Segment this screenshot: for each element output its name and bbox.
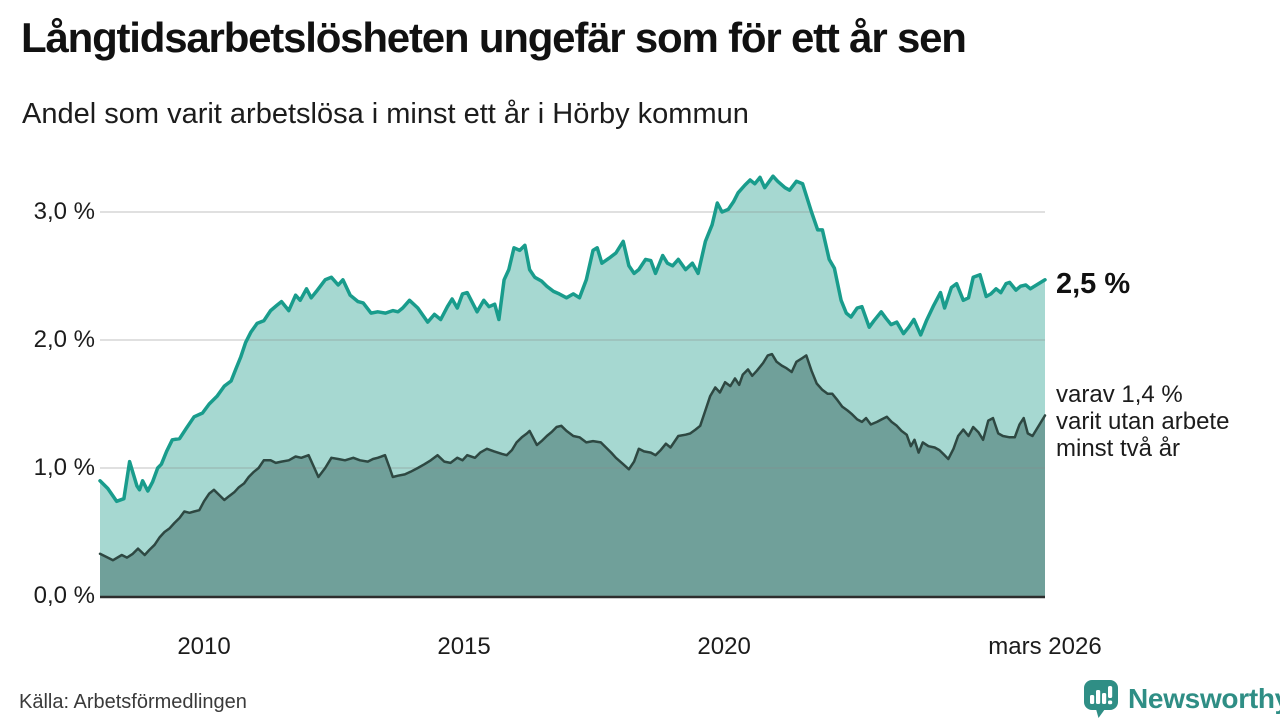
y-axis-label: 0,0 % <box>33 582 95 609</box>
y-axis-label: 3,0 % <box>33 198 95 225</box>
source-note: Källa: Arbetsförmedlingen <box>19 691 247 713</box>
x-axis-label: 2020 <box>697 633 751 660</box>
x-axis-label: 2010 <box>177 633 231 660</box>
series-line-0 <box>98 174 1047 504</box>
newsworthy-logo-icon <box>1084 680 1118 718</box>
annotation-subset-line2: varit utan arbete <box>1056 408 1230 435</box>
newsworthy-logo: Newsworthy <box>1083 678 1280 720</box>
y-axis-label: 1,0 % <box>33 454 95 481</box>
page-title: Långtidsarbetslösheten ungefär som för e… <box>21 14 967 61</box>
y-axis-label: 2,0 % <box>33 326 95 353</box>
series-line-1 <box>98 352 1047 562</box>
annotation-subset-line3: minst två år <box>1056 435 1181 462</box>
x-axis-label: mars 2026 <box>988 633 1102 660</box>
annotation-current-total: 2,5 % <box>1056 268 1131 300</box>
page-subtitle: Andel som varit arbetslösa i minst ett å… <box>22 98 749 130</box>
x-axis-label: 2015 <box>437 633 491 660</box>
annotation-subset: varav 1,4 % varit utan arbete minst två … <box>1056 381 1229 462</box>
series-area-1 <box>100 354 1045 596</box>
y-axis: 0,0 % 1,0 % 2,0 % 3,0 % <box>0 0 95 720</box>
annotation-subset-line1: varav 1,4 % <box>1056 381 1183 408</box>
newsworthy-logo-text: Newsworthy <box>1128 683 1280 714</box>
